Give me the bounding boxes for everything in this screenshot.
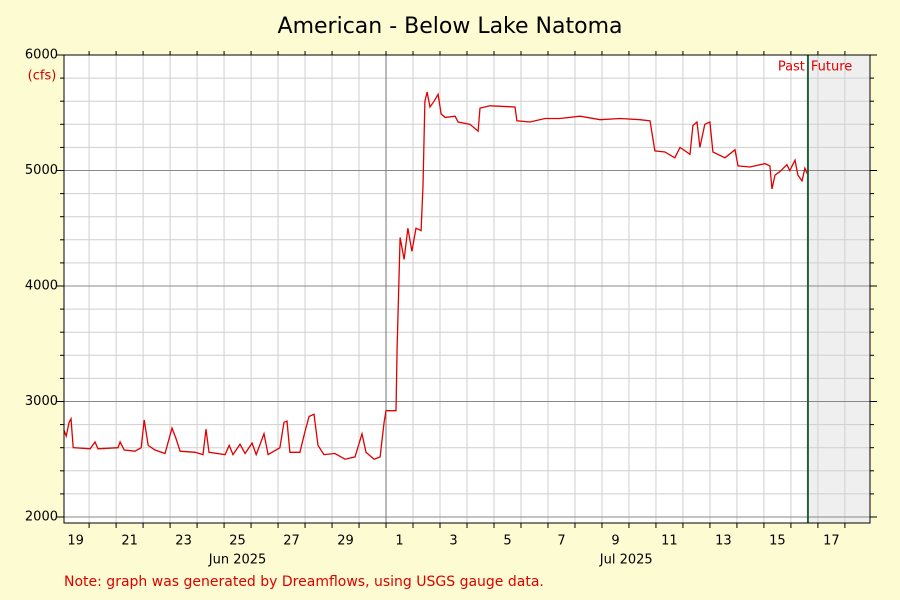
y-tick-label: 4000: [25, 278, 58, 293]
x-tick-label: 17: [823, 534, 840, 549]
x-tick-label: 7: [557, 534, 565, 549]
x-tick-label: 21: [121, 534, 138, 549]
x-tick-label: 25: [229, 534, 246, 549]
future-region: [807, 55, 870, 523]
plot-border: [63, 54, 871, 524]
x-tick-label: 3: [449, 534, 457, 549]
future-label: Future: [811, 60, 852, 75]
x-tick-label: 23: [175, 534, 192, 549]
past-label: Past: [778, 60, 805, 75]
x-tick-label: 1: [395, 534, 403, 549]
x-tick-label: 15: [769, 534, 786, 549]
note: Note: graph was generated by Dreamflows,…: [64, 574, 544, 590]
chart-title: American - Below Lake Natoma: [278, 14, 623, 39]
month-label: Jul 2025: [599, 553, 653, 568]
x-tick-label: 13: [715, 534, 732, 549]
x-tick-label: 29: [337, 534, 354, 549]
y-tick-label: 6000: [25, 48, 58, 63]
y-tick-label: 3000: [25, 394, 58, 409]
x-tick-label: 5: [503, 534, 511, 549]
x-tick-label: 27: [283, 534, 300, 549]
y-tick-label: 2000: [25, 509, 58, 524]
x-tick-label: 19: [67, 534, 84, 549]
x-tick-label: 11: [661, 534, 678, 549]
y-tick-label: 5000: [25, 163, 58, 178]
flow-line: [63, 91, 809, 460]
month-label: Jun 2025: [208, 553, 267, 568]
x-tick-label: 9: [611, 534, 619, 549]
y-unit-label: (cfs): [28, 69, 57, 84]
